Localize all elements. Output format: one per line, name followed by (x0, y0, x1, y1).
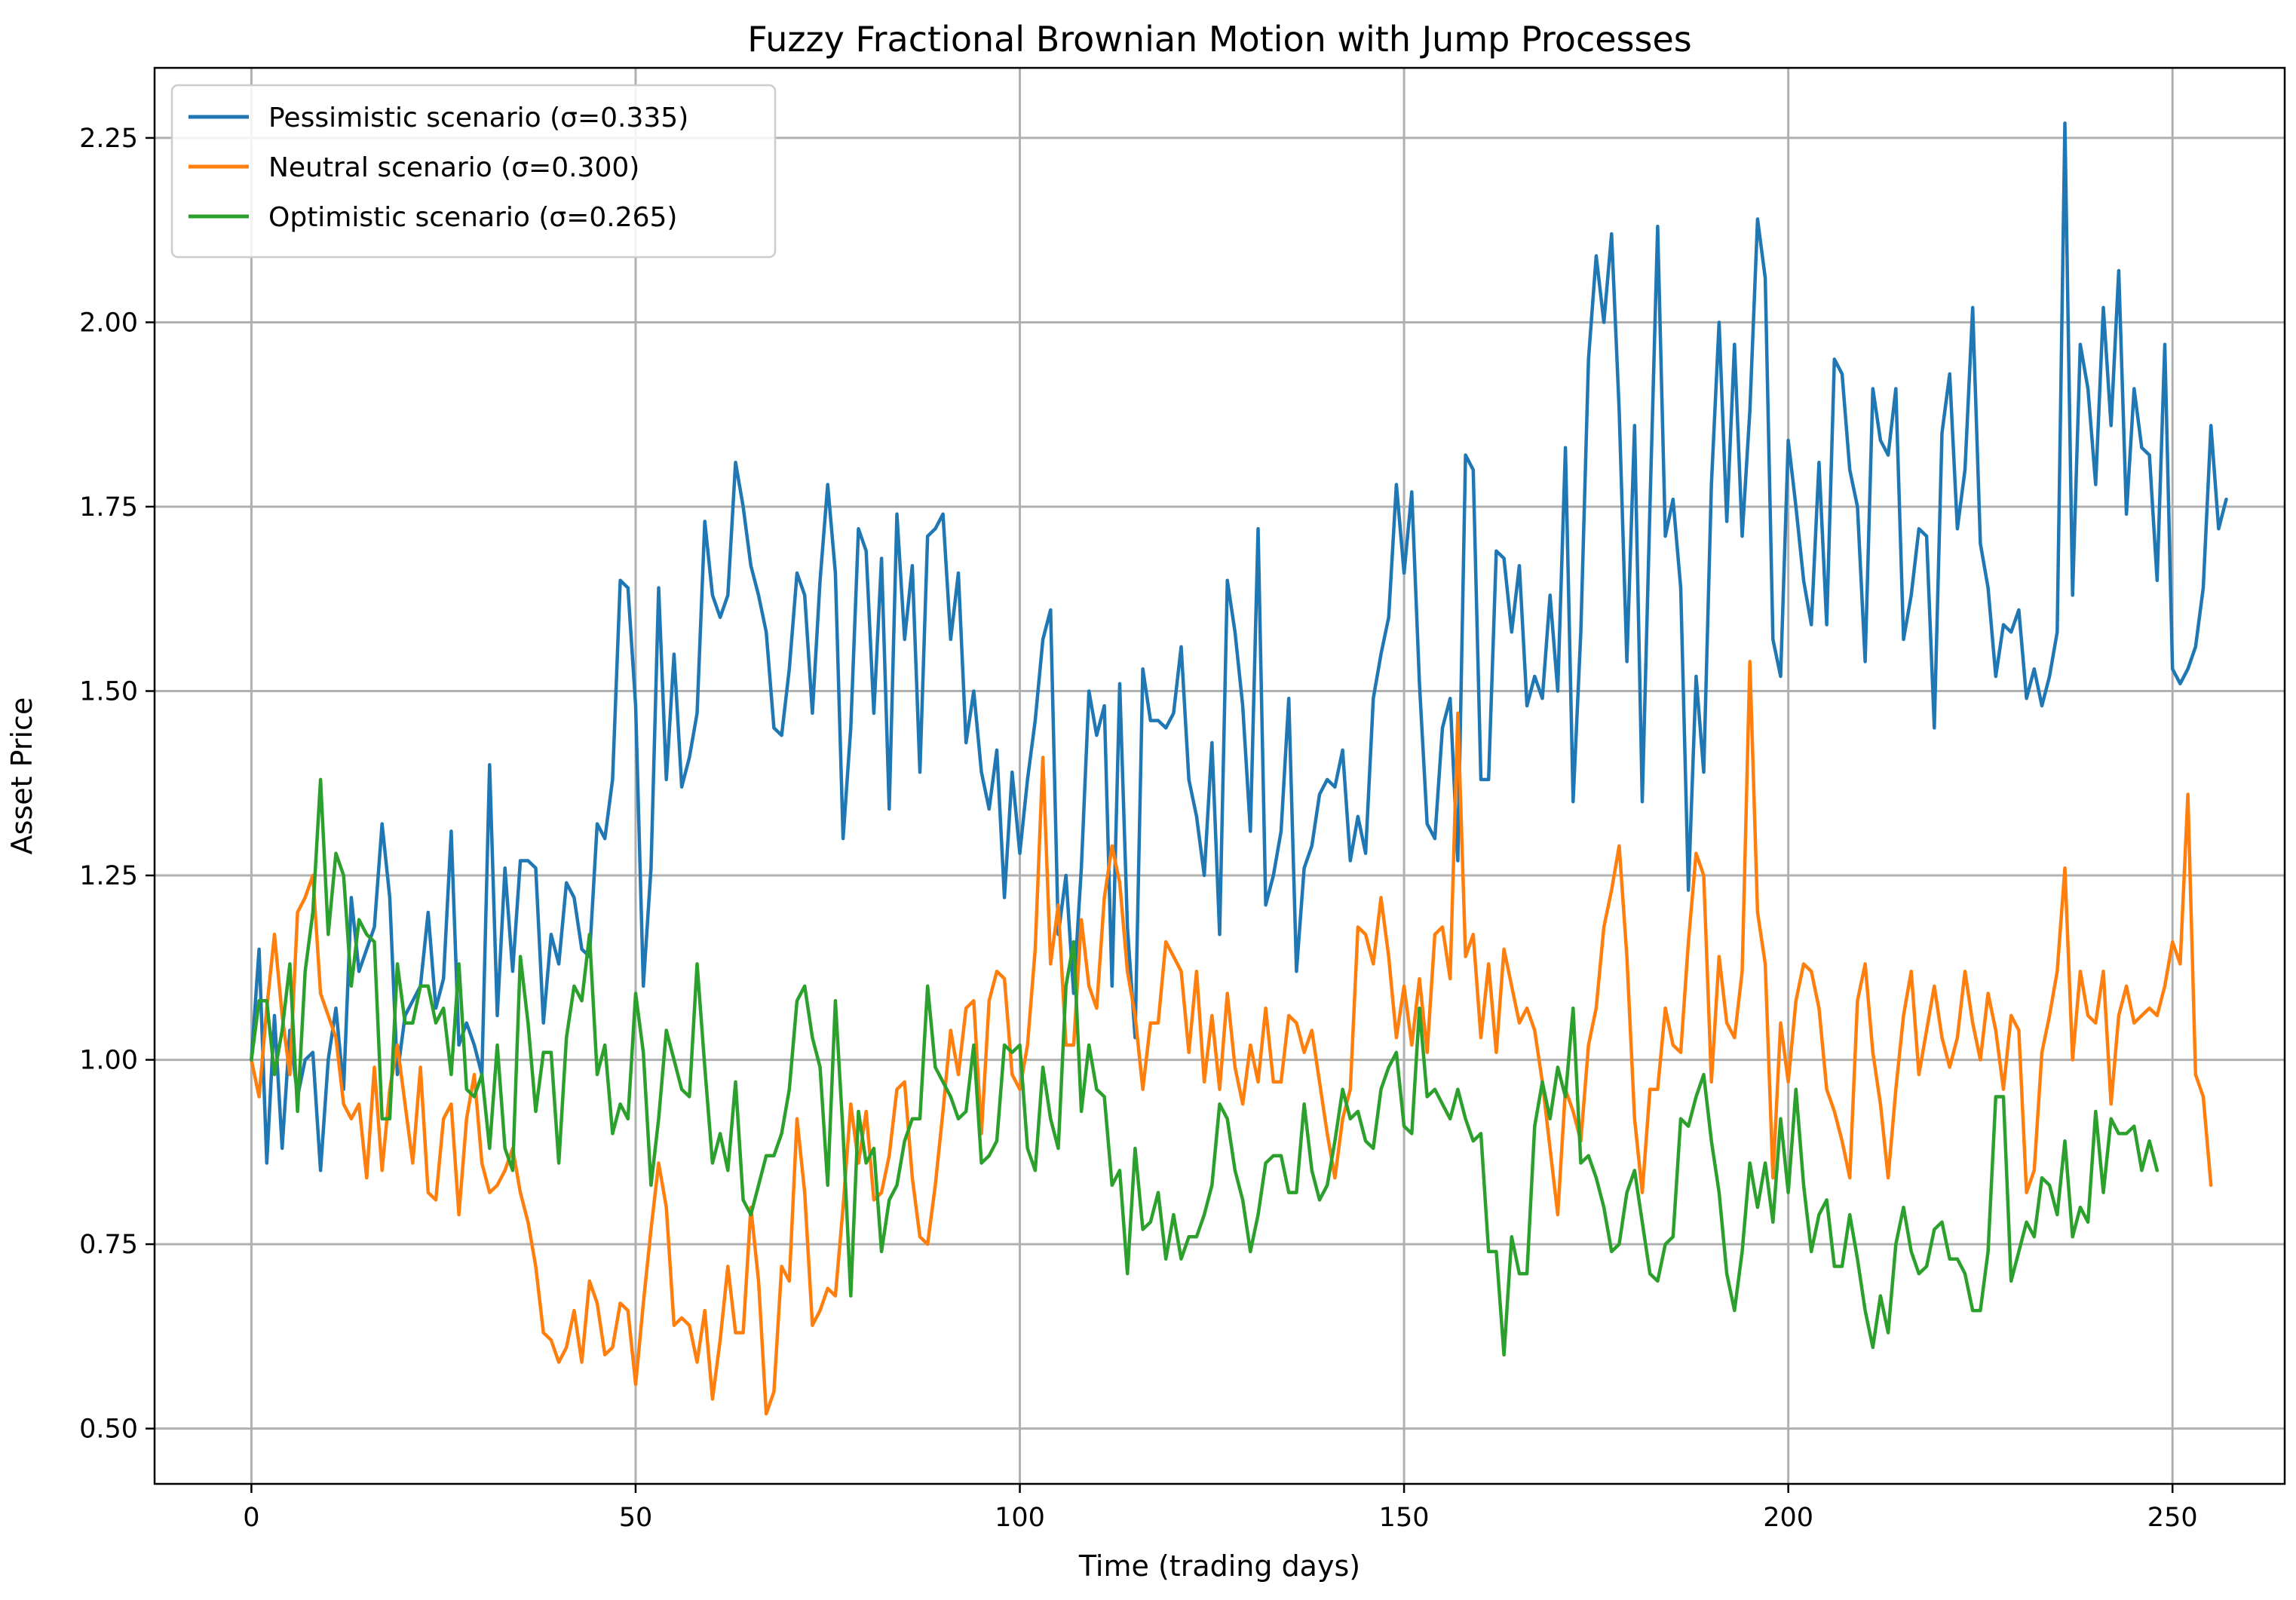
y-tick-label: 1.25 (79, 861, 138, 891)
tick-layer: 0 50 100 150 200 250 0.50 0.75 1.00 1.25 1.50 1.75 2… (79, 124, 2198, 1533)
y-tick-label: 0.50 (79, 1415, 138, 1445)
y-tick-label: 0.75 (79, 1230, 138, 1260)
legend: Pessimistic scenario (σ=0.335) Neutral sc… (170, 84, 777, 259)
y-tick-label: 1.75 (79, 492, 138, 523)
y-tick-label: 1.50 (79, 677, 138, 707)
x-tick-label: 250 (2147, 1503, 2198, 1533)
x-tick-label: 100 (995, 1503, 1045, 1533)
y-tick-label: 2.25 (79, 124, 138, 154)
x-tick-label: 0 (243, 1503, 259, 1533)
y-axis-label: Asset Price (5, 697, 38, 855)
legend-entry-label: Optimistic scenario (σ=0.265) (268, 202, 677, 233)
series-line-neutral (250, 660, 2213, 1416)
y-tick-label: 2.00 (79, 308, 138, 338)
axes-frame (153, 66, 2286, 1485)
chart-title: Fuzzy Fractional Brownian Motion with Ju… (747, 19, 1691, 60)
y-tick-label: 1.00 (79, 1046, 138, 1076)
series-line-optimistic (250, 777, 2160, 1357)
legend-entry-label: Neutral scenario (σ=0.300) (268, 152, 639, 183)
x-tick-label: 50 (619, 1503, 653, 1533)
x-tick-label: 200 (1763, 1503, 1813, 1533)
series-layer (250, 121, 2228, 1416)
x-axis-label: Time (trading days) (1078, 1549, 1360, 1583)
legend-entry-label: Pessimistic scenario (σ=0.335) (268, 103, 688, 133)
series-line-pessimistic (250, 121, 2228, 1172)
x-tick-label: 150 (1379, 1503, 1430, 1533)
legend-box (170, 84, 777, 259)
